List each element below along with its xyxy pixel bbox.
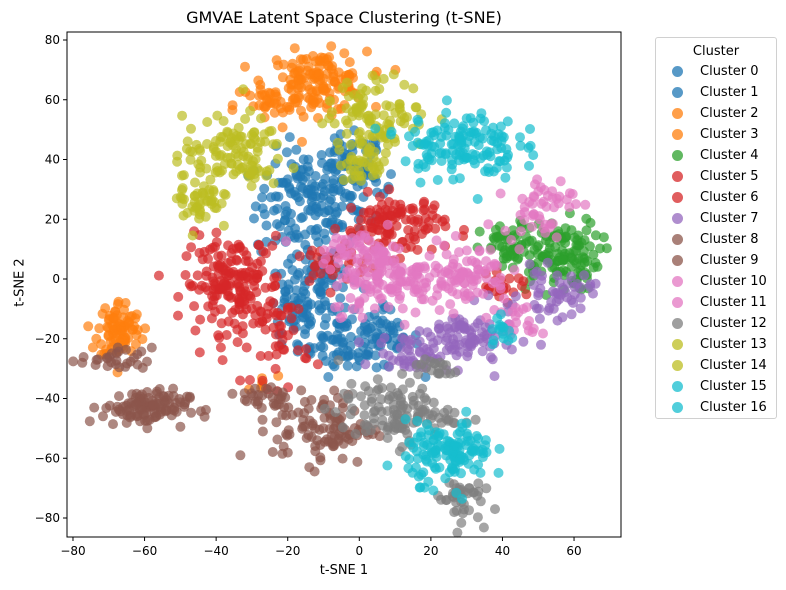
legend-item: Cluster 1 [656, 82, 776, 103]
legend-label: Cluster 2 [700, 106, 759, 121]
series-cluster-16 [382, 406, 505, 504]
legend-label: Cluster 6 [700, 190, 759, 205]
legend: Cluster Cluster 0 Cluster 1 Cluster 2 Clust… [655, 37, 777, 419]
legend-marker-icon [672, 297, 683, 308]
legend-item: Cluster 0 [656, 61, 776, 82]
legend-marker-icon [672, 171, 683, 182]
legend-item: Cluster 15 [656, 376, 776, 397]
y-tick-label: 80 [45, 33, 60, 47]
y-axis-ticks: 80 60 40 20 0 −20 −40 −60 −80 [35, 33, 67, 525]
legend-marker-icon [672, 66, 683, 77]
y-axis-label: t-SNE 2 [12, 258, 28, 307]
x-tick-label: 20 [423, 544, 438, 558]
legend-label: Cluster 10 [700, 274, 767, 289]
chart-title: GMVAE Latent Space Clustering (t-SNE) [186, 8, 502, 27]
x-tick-label: 60 [566, 544, 581, 558]
legend-label: Cluster 11 [700, 295, 767, 310]
legend-label: Cluster 16 [700, 400, 767, 415]
legend-label: Cluster 9 [700, 253, 759, 268]
legend-marker-icon [672, 192, 683, 203]
legend-marker-icon [672, 402, 683, 413]
series-cluster-2 [227, 41, 401, 147]
legend-label: Cluster 12 [700, 316, 767, 331]
legend-label: Cluster 13 [700, 337, 767, 352]
legend-item: Cluster 14 [656, 355, 776, 376]
legend-item: Cluster 5 [656, 166, 776, 187]
legend-item: Cluster 8 [656, 229, 776, 250]
y-tick-label: −60 [35, 451, 60, 465]
legend-label: Cluster 4 [700, 148, 759, 163]
legend-marker-icon [672, 87, 683, 98]
legend-item: Cluster 16 [656, 397, 776, 418]
y-tick-label: −40 [35, 392, 60, 406]
y-tick-label: 20 [45, 212, 60, 226]
y-tick-label: 40 [45, 153, 60, 167]
x-tick-label: 0 [355, 544, 363, 558]
series-cluster-7 [354, 257, 601, 382]
data-points [68, 41, 612, 538]
series-cluster-11 [318, 174, 591, 340]
legend-marker-icon [672, 339, 683, 350]
series-cluster-14 [317, 69, 447, 186]
legend-label: Cluster 0 [700, 64, 759, 79]
legend-marker-icon [672, 255, 683, 266]
legend-item: Cluster 2 [656, 103, 776, 124]
legend-title: Cluster [692, 44, 740, 59]
y-tick-label: −80 [35, 511, 60, 525]
legend-label: Cluster 1 [700, 85, 759, 100]
y-tick-label: −20 [35, 332, 60, 346]
legend-label: Cluster 15 [700, 379, 767, 394]
legend-marker-icon [672, 150, 683, 161]
legend-marker-icon [672, 234, 683, 245]
legend-marker-icon [672, 213, 683, 224]
series-cluster-13 [171, 84, 299, 241]
plot-frame [66, 31, 622, 538]
x-tick-label: −40 [203, 544, 228, 558]
series-cluster-5 [153, 226, 323, 397]
series-cluster-15 [370, 95, 539, 350]
legend-marker-icon [672, 318, 683, 329]
legend-item: Cluster 4 [656, 145, 776, 166]
legend-item: Cluster 10 [656, 271, 776, 292]
series-cluster-4 [472, 208, 612, 300]
series-cluster-8 [68, 342, 211, 434]
x-tick-label: −80 [60, 544, 85, 558]
y-tick-label: 0 [52, 272, 60, 286]
y-tick-label: 60 [45, 93, 60, 107]
legend-label: Cluster 14 [700, 358, 767, 373]
legend-marker-icon [672, 129, 683, 140]
legend-item: Cluster 7 [656, 208, 776, 229]
x-tick-label: 40 [495, 544, 510, 558]
legend-marker-icon [672, 360, 683, 371]
legend-label: Cluster 5 [700, 169, 759, 184]
legend-item: Cluster 13 [656, 334, 776, 355]
legend-label: Cluster 3 [700, 127, 759, 142]
x-tick-label: −20 [275, 544, 300, 558]
legend-item: Cluster 6 [656, 187, 776, 208]
legend-item: Cluster 12 [656, 313, 776, 334]
legend-item: Cluster 11 [656, 292, 776, 313]
legend-item: Cluster 3 [656, 124, 776, 145]
legend-marker-icon [672, 108, 683, 119]
legend-marker-icon [672, 381, 683, 392]
x-axis-label: t-SNE 1 [319, 563, 369, 578]
legend-label: Cluster 7 [700, 211, 759, 226]
x-tick-label: −60 [132, 544, 157, 558]
legend-marker-icon [672, 276, 683, 287]
legend-item: Cluster 9 [656, 250, 776, 271]
x-axis-ticks: −80 −60 −40 −20 0 20 40 60 [60, 537, 582, 558]
legend-label: Cluster 8 [700, 232, 759, 247]
